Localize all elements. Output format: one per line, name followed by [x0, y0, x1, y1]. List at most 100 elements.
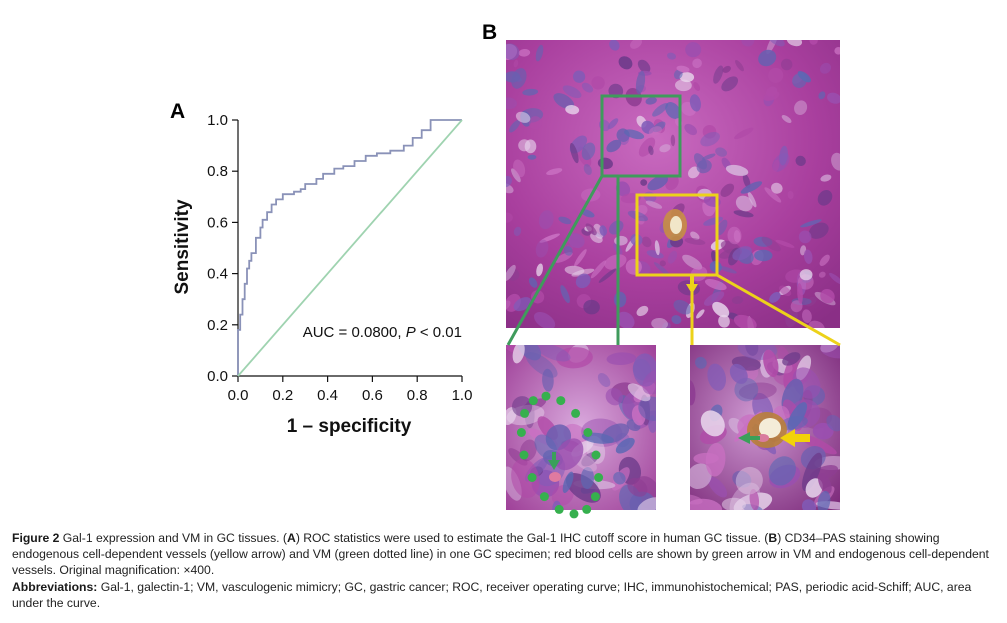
roc-chart: 0.0 0.2 0.4 0.6 0.8 1.0 0.0 0.2 0.4 0.6 0.8 1.0 AUC… — [172, 112, 473, 437]
figure-caption-main: Figure 2 Gal-1 expression and VM in GC t… — [12, 530, 1000, 578]
tissue-cell — [506, 43, 520, 60]
vm-dot — [539, 492, 549, 502]
tissue-cell — [798, 230, 812, 244]
vm-region-box — [600, 94, 682, 178]
tissue-cell — [506, 183, 514, 194]
tissue-cell — [826, 414, 840, 432]
tissue-cell — [506, 71, 521, 83]
tissue-cell — [804, 296, 817, 307]
tissue-cell — [542, 368, 554, 392]
x-tick-label: 0.6 — [362, 387, 383, 404]
auc-p-italic: P — [406, 324, 416, 341]
y-tick-label: 0.0 — [207, 368, 228, 385]
tissue-cell — [528, 116, 542, 130]
tissue-cell — [635, 70, 646, 95]
caption-a-ref: A — [287, 531, 296, 545]
green-arrow-right-icon — [738, 432, 760, 444]
tissue-cell — [696, 159, 712, 174]
tissue-cell — [688, 166, 700, 179]
roc-curve — [237, 119, 462, 376]
tissue-cell — [834, 46, 840, 55]
tissue-cell — [764, 187, 782, 203]
tissue-cell — [624, 129, 645, 140]
tissue-cell — [522, 88, 539, 96]
tissue-cell — [665, 102, 681, 119]
tissue-cell — [537, 345, 571, 362]
tissue-cell — [779, 285, 791, 295]
tissue-cell — [580, 209, 595, 218]
tissue-cell — [707, 363, 727, 391]
tissue-cell — [581, 142, 596, 161]
vm-dotted-line — [516, 391, 604, 519]
tissue-cell — [695, 356, 707, 369]
tissue-cell — [684, 237, 706, 245]
vessel-stain — [663, 209, 687, 241]
tissue-cell — [638, 137, 656, 157]
tissue-cell — [787, 190, 794, 199]
x-tick-label: 1.0 — [452, 387, 473, 404]
tissue-cell — [637, 497, 656, 510]
tissue-cell — [648, 126, 662, 136]
vm-dot — [519, 450, 529, 460]
tissue-cell — [727, 226, 742, 245]
tissue-cell — [615, 437, 635, 454]
tissue-cell — [506, 97, 517, 110]
tissue-cell — [673, 69, 683, 80]
tissue-cell — [627, 477, 648, 497]
rbc-left — [549, 472, 561, 482]
tissue-cell — [732, 470, 752, 488]
tissue-cell — [666, 52, 677, 60]
tissue-cell — [817, 490, 831, 510]
tissue-cell — [556, 347, 593, 369]
tissue-cell — [795, 155, 806, 167]
tissue-cell — [684, 123, 698, 136]
tissue-cell — [641, 236, 652, 248]
vm-dot — [590, 492, 600, 502]
y-tick-label: 0.8 — [207, 163, 228, 180]
tissue-cell — [569, 143, 579, 164]
tissue-cell — [708, 476, 728, 498]
tissue-cell — [671, 315, 682, 325]
tissue-cell — [580, 467, 595, 489]
tissue-cell — [819, 62, 832, 74]
tissue-cell — [511, 168, 521, 183]
tissue-cell — [715, 147, 727, 157]
tissue-cell — [535, 44, 544, 62]
y-tick-label: 0.4 — [207, 266, 228, 283]
tissue-cell — [606, 139, 622, 153]
x-tick-label: 0.2 — [272, 387, 293, 404]
tissue-cell — [567, 233, 585, 249]
tissue-cell — [562, 85, 582, 99]
tissue-cell — [637, 59, 651, 73]
x-tick-label: 0.8 — [407, 387, 428, 404]
tissue-cell — [645, 97, 657, 105]
tissue-cell — [720, 183, 735, 197]
tissue-cell — [645, 200, 663, 209]
tissue-cell — [731, 296, 744, 305]
tissue-cell — [539, 233, 560, 243]
tissue-cell — [506, 175, 512, 188]
tissue-cell — [640, 179, 648, 186]
tissue-cell — [803, 249, 813, 264]
vm-dot — [554, 504, 564, 514]
tissue-cell — [770, 182, 783, 194]
tissue-cell — [513, 159, 526, 178]
vm-connector-line-1 — [506, 175, 604, 346]
tissue-cell — [758, 49, 777, 67]
tissue-cell — [741, 40, 755, 47]
tissue-cell — [718, 265, 737, 274]
tissue-cell — [512, 345, 525, 364]
tissue-cell — [670, 134, 676, 147]
tissue-cell — [722, 65, 731, 73]
vm-dot — [571, 408, 581, 418]
tissue-cell — [597, 373, 611, 387]
tissue-cell — [585, 223, 597, 236]
tissue-cell — [763, 349, 779, 377]
tissue-cell — [735, 466, 763, 495]
tissue-cell — [665, 174, 679, 191]
vm-dot — [582, 504, 592, 514]
vessel-region-box — [635, 193, 719, 277]
y-tick-label: 1.0 — [207, 112, 228, 129]
tissue-cell — [780, 58, 793, 71]
tissue-cell — [648, 145, 654, 156]
